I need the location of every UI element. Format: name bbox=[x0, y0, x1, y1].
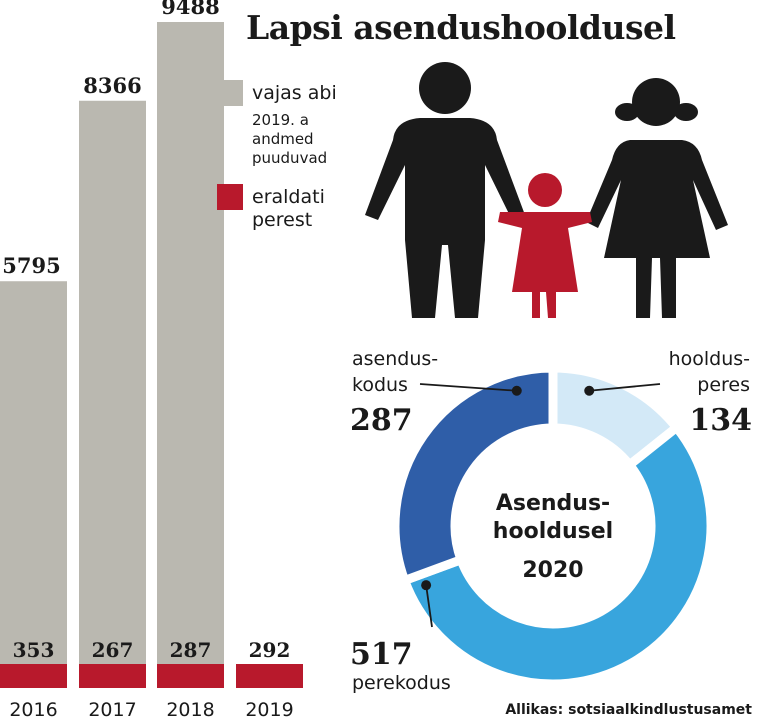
family-icon bbox=[365, 62, 728, 318]
bar-need-help-2018 bbox=[157, 22, 224, 664]
leader-line-1 bbox=[425, 585, 433, 628]
bar-removed-2016 bbox=[0, 664, 67, 688]
donut-value-perekodus: 517 bbox=[350, 637, 413, 672]
bar-need-help-2017 bbox=[79, 100, 146, 665]
donut-center-title: Asendus-hooldusel bbox=[492, 491, 614, 544]
donut-value-asenduskodus: 287 bbox=[350, 403, 413, 438]
donut-label-perekodus: perekodus bbox=[352, 672, 451, 694]
donut-label-hooldusperes-1: hooldus- bbox=[668, 348, 750, 370]
leader-line-2 bbox=[419, 383, 517, 392]
legend-label-removed: eraldati perest bbox=[252, 186, 325, 231]
page-title: Lapsi asendushooldusel bbox=[246, 8, 676, 47]
bar-label-removed-2019: 292 bbox=[249, 638, 291, 662]
donut-chart bbox=[390, 363, 716, 689]
bar-need-help-2016 bbox=[0, 281, 67, 664]
bar-label-need-help-2017: 8366 bbox=[83, 73, 141, 98]
bar-label-removed-2018: 287 bbox=[170, 638, 212, 662]
leader-dot-2 bbox=[511, 385, 522, 396]
donut-label-hooldusperes-2: peres bbox=[697, 374, 750, 396]
donut-value-hooldusperes: 134 bbox=[689, 403, 752, 438]
slice-perekodus bbox=[398, 421, 716, 689]
x-tick-2017: 2017 bbox=[88, 699, 136, 721]
donut-label-asenduskodus-1: asendus- bbox=[352, 348, 439, 370]
x-tick-2019: 2019 bbox=[245, 699, 293, 721]
donut-label-asenduskodus-2: kodus bbox=[352, 374, 408, 396]
legend-swatch-removed bbox=[217, 184, 243, 210]
leader-line-0 bbox=[589, 383, 661, 392]
leader-dot-1 bbox=[421, 580, 432, 591]
donut-center-year: 2020 bbox=[522, 558, 584, 583]
x-tick-2016: 2016 bbox=[9, 699, 57, 721]
bar-chart: 5795 353 2016 8366 267 2017 9488 287 2018 292 2019 bbox=[0, 0, 303, 721]
bar-label-need-help-2016: 5795 bbox=[2, 253, 60, 278]
legend-note-need-help: 2019. a andmed puuduvad bbox=[252, 111, 328, 167]
bar-label-need-help-2018: 9488 bbox=[161, 0, 219, 19]
source-note: Allikas: sotsiaalkindlustusamet bbox=[505, 702, 752, 718]
legend-swatch-need-help bbox=[217, 80, 243, 106]
bar-removed-2018 bbox=[157, 664, 224, 688]
bar-label-removed-2017: 267 bbox=[92, 638, 134, 662]
legend-label-need-help: vajas abi bbox=[252, 82, 337, 104]
x-tick-2018: 2018 bbox=[166, 699, 214, 721]
bar-removed-2017 bbox=[79, 664, 146, 688]
slice-asenduskodus bbox=[390, 363, 558, 587]
bar-removed-2019 bbox=[236, 664, 303, 688]
leader-dot-0 bbox=[584, 385, 595, 396]
bar-label-removed-2016: 353 bbox=[13, 638, 55, 662]
